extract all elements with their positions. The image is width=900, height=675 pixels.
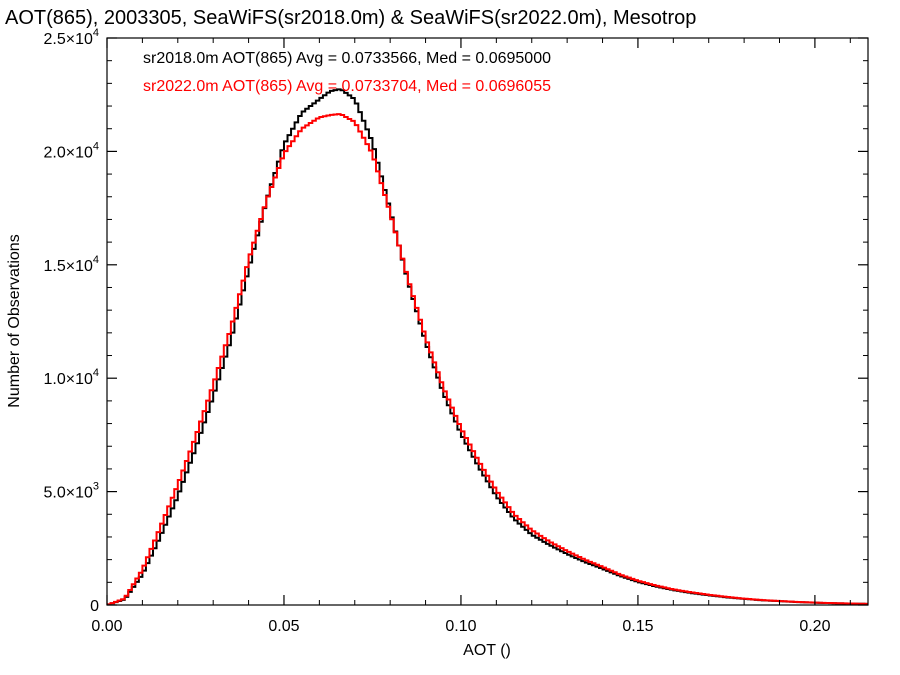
y-axis-label: Number of Observations — [6, 234, 23, 407]
stats-annotation-0: sr2018.0m AOT(865) Avg = 0.0733566, Med … — [143, 50, 551, 67]
chart-title: AOT(865), 2003305, SeaWiFS(sr2018.0m) & … — [5, 7, 696, 29]
x-tick-label: 0.15 — [622, 618, 653, 635]
x-axis-label: AOT () — [463, 642, 511, 659]
plot-frame — [106, 37, 869, 606]
y-tick-label: 1.0×104 — [43, 367, 99, 388]
y-tick-label: 1.5×104 — [43, 254, 99, 275]
annotation-layer: sr2018.0m AOT(865) Avg = 0.0733566, Med … — [143, 50, 551, 95]
x-tick-label: 0.10 — [445, 618, 476, 635]
y-tick-label: 2.0×104 — [43, 140, 99, 161]
x-tick-label: 0.05 — [268, 618, 299, 635]
y-tick-label: 5.0×103 — [43, 481, 99, 502]
tick-layer: 0.00 0.05 0.10 0.15 0.20 0 5.0×103 1.0×104 1.5×1… — [43, 27, 868, 635]
y-tick-label: 0 — [90, 598, 99, 615]
series-1-line — [107, 113, 868, 606]
x-tick-label: 0.00 — [91, 618, 122, 635]
x-tick-label: 0.20 — [799, 618, 830, 635]
y-tick-label: 2.5×104 — [43, 27, 99, 48]
series-layer — [107, 88, 868, 606]
stats-annotation-1: sr2022.0m AOT(865) Avg = 0.0733704, Med … — [143, 78, 551, 95]
series-0-line — [107, 88, 868, 606]
